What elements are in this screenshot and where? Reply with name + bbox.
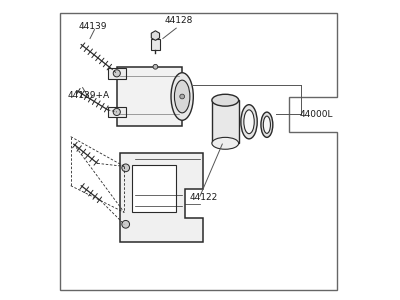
FancyBboxPatch shape [151, 39, 160, 50]
Ellipse shape [244, 110, 254, 134]
Text: 44139: 44139 [78, 22, 107, 31]
Text: 44128: 44128 [164, 16, 193, 25]
FancyBboxPatch shape [212, 100, 239, 143]
FancyBboxPatch shape [108, 68, 126, 79]
Ellipse shape [241, 105, 257, 139]
Circle shape [122, 164, 130, 172]
Circle shape [153, 64, 158, 69]
Ellipse shape [263, 116, 270, 134]
Text: 44139+A: 44139+A [68, 91, 110, 100]
FancyBboxPatch shape [117, 67, 182, 126]
Text: 44122: 44122 [190, 193, 218, 202]
Polygon shape [151, 31, 160, 40]
Polygon shape [132, 165, 176, 212]
Circle shape [113, 108, 120, 116]
Circle shape [113, 70, 120, 77]
Ellipse shape [261, 112, 273, 137]
FancyBboxPatch shape [108, 107, 126, 117]
Ellipse shape [212, 94, 239, 106]
Text: 44000L: 44000L [300, 110, 333, 119]
Ellipse shape [171, 73, 193, 120]
Ellipse shape [174, 80, 190, 113]
Ellipse shape [212, 137, 239, 149]
Circle shape [122, 220, 130, 228]
Polygon shape [120, 153, 203, 242]
Circle shape [180, 94, 184, 99]
